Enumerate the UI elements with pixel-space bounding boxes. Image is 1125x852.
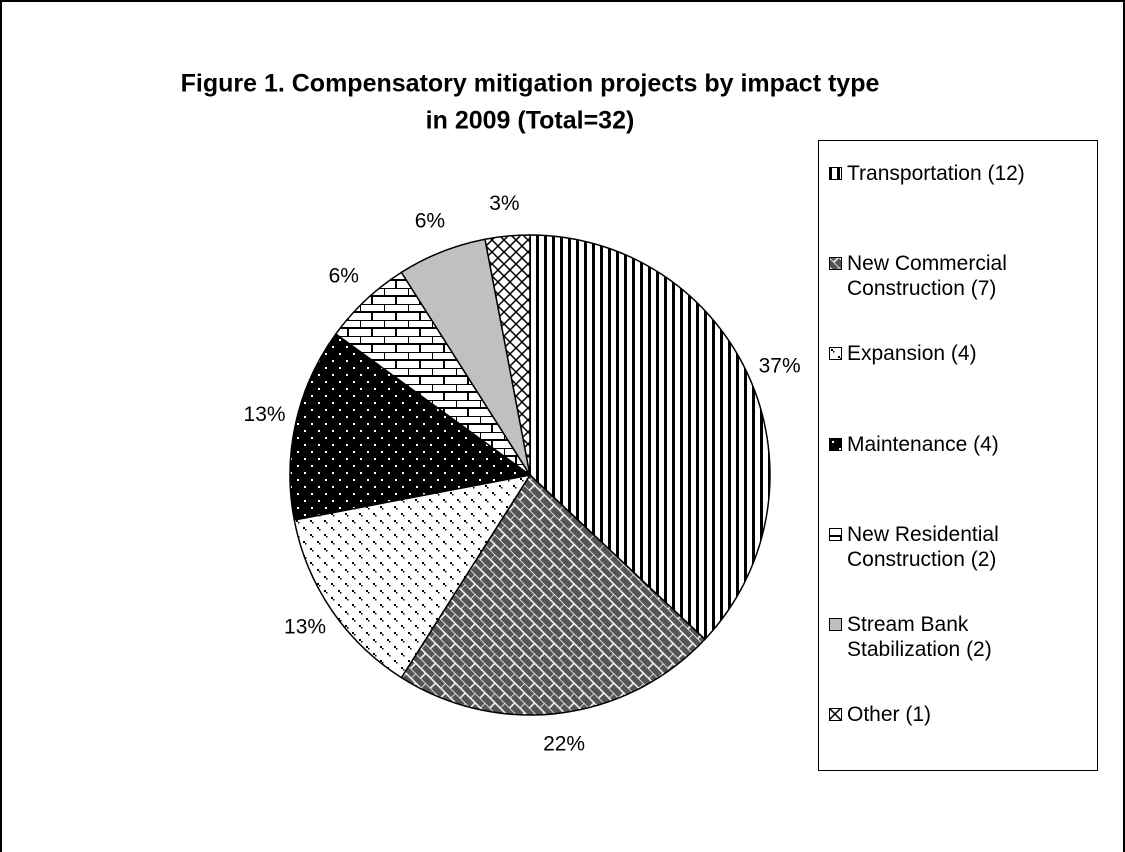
legend-swatch <box>829 707 842 721</box>
pie-slice <box>400 473 707 716</box>
legend-label: Maintenance (4) <box>847 432 999 456</box>
data-label: 22% <box>543 732 585 755</box>
legend-entry: New Commercial Construction (7) <box>829 251 1069 301</box>
data-label: 6% <box>329 264 359 287</box>
legend-entry: Stream Bank Stabilization (2) <box>829 612 1069 662</box>
pie-slice <box>289 332 532 521</box>
legend-swatch <box>829 167 842 181</box>
pie-slice <box>293 473 532 679</box>
legend-entry: New Residential Construction (2) <box>829 522 1069 572</box>
legend-label: Other (1) <box>847 702 932 726</box>
legend-swatch <box>829 527 842 541</box>
legend-label: New Commercial Construction (7) <box>847 252 1007 301</box>
legend-swatch <box>829 437 842 451</box>
legend-swatch <box>829 257 842 271</box>
legend-entry: Expansion (4) <box>829 341 1069 366</box>
chart-title: in 2009 (Total=32) <box>426 107 635 135</box>
legend-entry: Maintenance (4) <box>829 432 1069 457</box>
data-label: 3% <box>489 192 519 215</box>
legend-label: New Residential Construction (2) <box>847 522 999 571</box>
data-label: 6% <box>415 210 445 233</box>
legend: Transportation (12) New Commercial Constr… <box>818 140 1098 771</box>
legend-entry: Other (1) <box>829 702 1069 727</box>
chart-title: Figure 1. Compensatory mitigation projec… <box>181 70 880 98</box>
pie-slice <box>529 234 771 641</box>
legend-swatch <box>829 617 842 631</box>
legend-label: Transportation (12) <box>847 162 1025 186</box>
legend-swatch <box>829 347 842 361</box>
pie-slice <box>484 234 531 476</box>
data-label: 37% <box>759 355 801 378</box>
legend-label: Stream Bank Stabilization (2) <box>847 612 992 661</box>
data-label: 13% <box>284 615 326 638</box>
legend-label: Expansion (4) <box>847 342 977 366</box>
legend-entry: Transportation (12) <box>829 161 1069 186</box>
data-label: 13% <box>244 403 286 426</box>
